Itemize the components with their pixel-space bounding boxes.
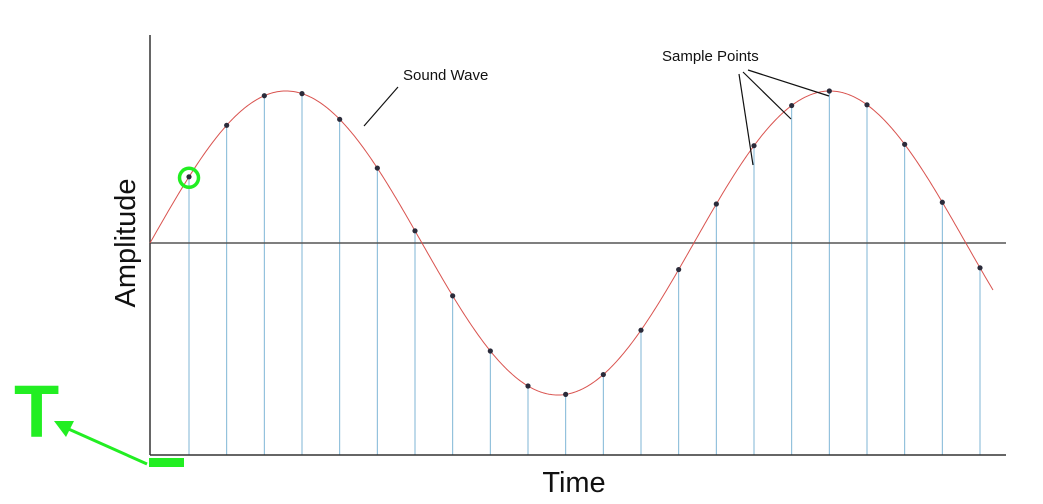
sample-point bbox=[789, 102, 795, 109]
sample-point bbox=[525, 383, 531, 389]
sample-point bbox=[563, 391, 569, 397]
period-symbol: T bbox=[14, 370, 59, 453]
sample-point bbox=[676, 266, 682, 273]
sample-point bbox=[751, 143, 757, 149]
sound-wave-curve bbox=[149, 90, 994, 396]
sample-point bbox=[412, 228, 418, 234]
sample-point bbox=[337, 116, 343, 122]
sample-point bbox=[713, 201, 719, 207]
sample-point bbox=[261, 93, 267, 99]
sampling-interval-bar bbox=[149, 458, 184, 467]
sample-pointer-2 bbox=[742, 71, 792, 120]
highlighted-sample-ring bbox=[177, 166, 201, 190]
sample-point bbox=[939, 199, 945, 205]
sample-point bbox=[186, 174, 192, 180]
sample-points-label: Sample Points bbox=[662, 48, 759, 65]
sample-stems bbox=[188, 91, 981, 455]
sample-points bbox=[186, 88, 983, 397]
sample-point bbox=[450, 293, 456, 299]
sample-point bbox=[299, 90, 305, 97]
sample-point bbox=[374, 165, 380, 171]
sound-wave-label: Sound Wave bbox=[403, 67, 488, 84]
sample-point bbox=[902, 141, 908, 147]
period-arrow-shaft bbox=[63, 425, 148, 466]
sample-point bbox=[864, 102, 870, 108]
period-arrow-head bbox=[54, 421, 74, 437]
x-axis-title: Time bbox=[542, 467, 605, 499]
sample-point bbox=[487, 348, 493, 354]
sound-wave-pointer bbox=[363, 86, 399, 127]
sample-point bbox=[638, 327, 644, 333]
sample-point bbox=[600, 371, 606, 378]
sample-pointer-3 bbox=[738, 73, 754, 166]
sample-point bbox=[826, 88, 832, 94]
sample-pointer-1 bbox=[747, 69, 830, 97]
sample-point bbox=[977, 265, 983, 271]
sample-point bbox=[224, 122, 230, 128]
y-axis-title: Amplitude bbox=[110, 179, 142, 308]
